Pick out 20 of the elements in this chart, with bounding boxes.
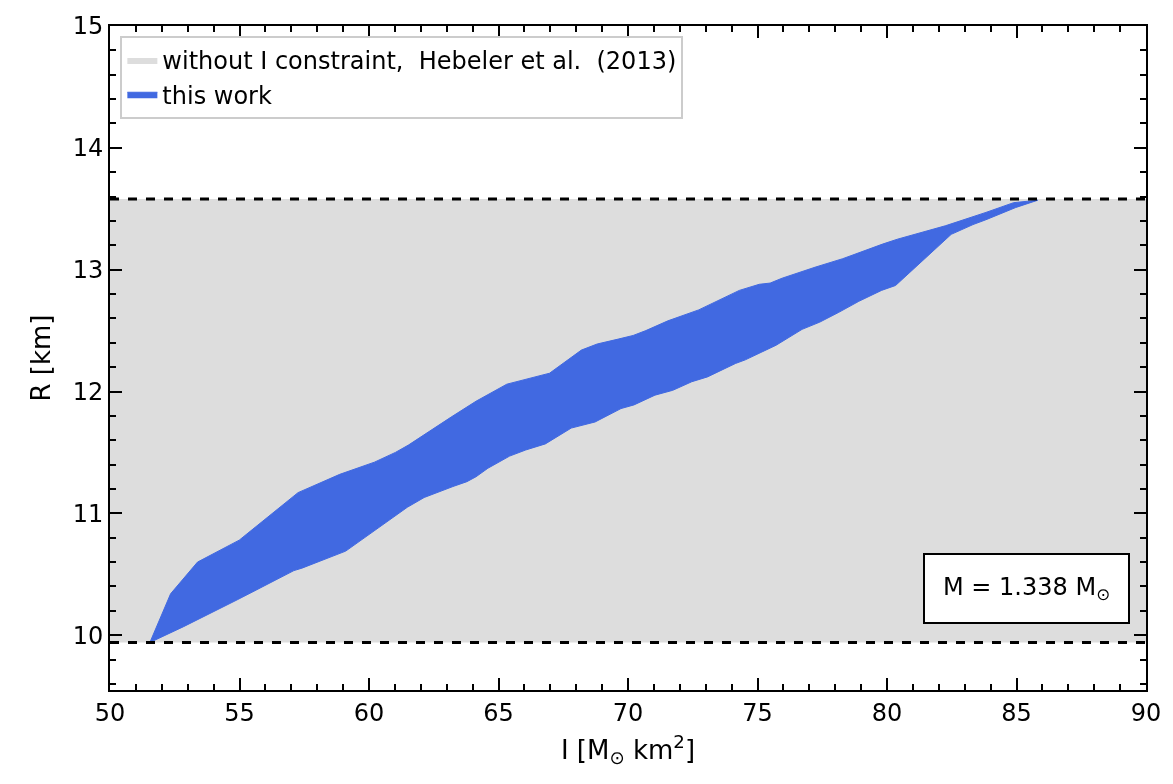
y-tick-label: 13 bbox=[72, 256, 104, 285]
y-tick-label: 14 bbox=[72, 134, 104, 163]
x-tick-label: 60 bbox=[353, 698, 385, 727]
y-tick-label: 12 bbox=[72, 377, 104, 406]
x-tick-label: 75 bbox=[742, 698, 773, 727]
x-tick-label: 50 bbox=[94, 698, 126, 727]
x-tick-label: 85 bbox=[1001, 698, 1032, 727]
x-tick-label: 80 bbox=[871, 698, 903, 727]
annotation: M = 1.338 M$_{⊙}$ bbox=[943, 573, 1111, 605]
x-tick-label: 70 bbox=[612, 698, 644, 727]
x-axis-title: I [M$_{⊙}$ km$^{2}$] bbox=[560, 731, 696, 769]
x-tick-label: 55 bbox=[224, 698, 255, 727]
y-axis-title: R [km] bbox=[25, 314, 56, 402]
y-tick-label: 15 bbox=[72, 12, 104, 41]
legend-label: this work bbox=[162, 81, 272, 110]
x-tick-label: 65 bbox=[483, 698, 514, 727]
y-tick-label: 11 bbox=[72, 499, 104, 528]
legend-label: without I constraint, Hebeler et al. (2013) bbox=[162, 47, 677, 76]
y-tick-label: 10 bbox=[72, 621, 104, 650]
x-tick-label: 90 bbox=[1130, 698, 1162, 727]
